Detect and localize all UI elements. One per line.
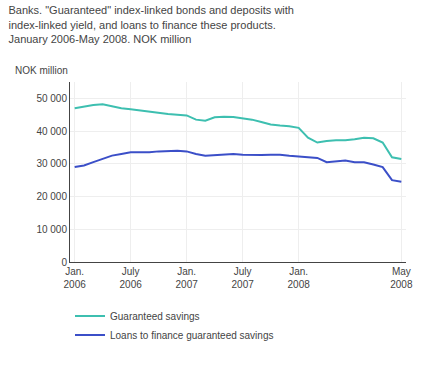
svg-text:0: 0 bbox=[61, 257, 67, 268]
svg-text:20 000: 20 000 bbox=[36, 191, 67, 202]
svg-text:Jan.2006: Jan.2006 bbox=[64, 266, 87, 290]
svg-text:30 000: 30 000 bbox=[36, 158, 67, 169]
svg-text:July2006: July2006 bbox=[120, 266, 143, 290]
svg-text:Jan.2008: Jan.2008 bbox=[288, 266, 311, 290]
svg-text:NOK million: NOK million bbox=[15, 65, 68, 76]
svg-text:Loans to finance guaranteed sa: Loans to finance guaranteed savings bbox=[110, 330, 273, 341]
svg-text:50 000: 50 000 bbox=[36, 93, 67, 104]
svg-text:Guaranteed savings: Guaranteed savings bbox=[110, 311, 200, 322]
svg-text:40 000: 40 000 bbox=[36, 126, 67, 137]
svg-text:July2007: July2007 bbox=[232, 266, 255, 290]
svg-text:Jan.2007: Jan.2007 bbox=[176, 266, 199, 290]
svg-text:May2008: May2008 bbox=[390, 266, 413, 290]
svg-text:10 000: 10 000 bbox=[36, 224, 67, 235]
svg-text:Banks. "Guaranteed" index-link: Banks. "Guaranteed" index-linked bonds a… bbox=[9, 4, 294, 45]
